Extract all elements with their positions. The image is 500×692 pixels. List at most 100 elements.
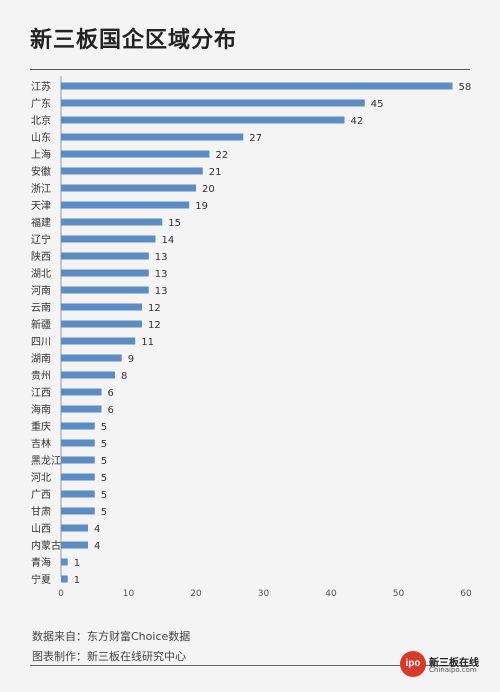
bar: [61, 456, 95, 464]
logo-name: 新三板在线: [429, 658, 479, 669]
bar: [61, 524, 88, 532]
value-label: 5: [101, 507, 107, 518]
brand-logo: ipo 新三板在线 Chinaipo.com: [400, 651, 490, 681]
bar: [61, 99, 365, 107]
value-label: 1: [74, 558, 80, 569]
category-label: 北京: [31, 114, 51, 127]
bar: [61, 354, 122, 362]
bar: [61, 269, 149, 277]
value-label: 5: [101, 422, 107, 433]
value-label: 8: [121, 371, 127, 382]
category-label: 甘肃: [31, 505, 51, 518]
value-label: 45: [371, 99, 384, 110]
value-label: 6: [108, 388, 114, 399]
footer-divider: [30, 665, 470, 666]
value-label: 6: [108, 405, 114, 416]
value-label: 9: [128, 354, 134, 365]
category-label: 黑龙江: [31, 454, 61, 467]
category-label: 陕西: [31, 250, 51, 263]
bar: [61, 388, 102, 396]
x-tick-label: 40: [325, 589, 337, 599]
value-label: 11: [141, 337, 154, 348]
category-label: 上海: [31, 148, 51, 161]
bar: [61, 405, 102, 413]
value-label: 4: [94, 541, 100, 552]
value-label: 12: [148, 320, 161, 331]
category-label: 江西: [31, 387, 51, 399]
category-label: 安徽: [31, 165, 51, 178]
bar: [61, 337, 136, 345]
bar: [61, 303, 142, 311]
category-label: 新疆: [31, 318, 51, 331]
bar: [61, 422, 95, 430]
bar: [61, 116, 345, 124]
bar: [61, 252, 149, 260]
value-label: 14: [162, 235, 175, 246]
logo-mark-icon: ipo: [400, 651, 426, 677]
bar: [61, 371, 115, 379]
value-label: 20: [202, 184, 215, 195]
x-tick-label: 60: [460, 589, 472, 599]
data-source-note: 数据来自：东方财富Choice数据: [32, 630, 191, 643]
category-label: 重庆: [31, 420, 51, 433]
bar: [61, 82, 453, 90]
bar: [61, 167, 203, 175]
category-label: 河南: [31, 284, 51, 297]
value-label: 5: [101, 439, 107, 450]
category-label: 河北: [31, 472, 51, 484]
bar: [61, 218, 163, 226]
logo-url: Chinaipo.com: [429, 666, 477, 674]
value-label: 4: [94, 524, 100, 535]
value-label: 13: [155, 269, 168, 280]
category-label: 湖南: [31, 352, 51, 365]
bar: [61, 133, 244, 141]
value-label: 12: [148, 303, 161, 314]
bar: [61, 575, 68, 583]
value-label: 15: [168, 218, 181, 229]
value-label: 5: [101, 473, 107, 484]
x-tick-label: 0: [58, 589, 64, 599]
category-label: 浙江: [31, 183, 51, 195]
category-label: 青海: [31, 556, 51, 569]
category-label: 广西: [31, 489, 51, 501]
x-tick-label: 10: [123, 589, 135, 599]
value-label: 42: [351, 116, 364, 127]
bar: [61, 541, 88, 549]
category-label: 湖北: [31, 268, 51, 280]
bar: [61, 286, 149, 294]
x-tick-label: 30: [258, 589, 270, 599]
category-label: 天津: [31, 200, 51, 212]
bar: [61, 320, 142, 328]
bar: [61, 184, 196, 192]
bar: [61, 490, 95, 498]
value-label: 27: [249, 133, 262, 144]
value-label: 22: [216, 150, 229, 161]
bar: [61, 439, 95, 447]
value-label: 58: [459, 82, 472, 93]
page-title: 新三板国企区域分布: [30, 28, 238, 53]
category-label: 福建: [31, 216, 51, 229]
value-label: 13: [155, 286, 168, 297]
category-label: 内蒙古: [31, 539, 61, 552]
category-label: 辽宁: [31, 233, 51, 246]
chart-credit-note: 图表制作：新三板在线研究中心: [32, 650, 186, 663]
category-label: 宁夏: [31, 573, 51, 586]
value-label: 1: [74, 575, 80, 586]
category-label: 贵州: [31, 369, 51, 382]
bar: [61, 150, 210, 158]
category-label: 四川: [31, 337, 51, 348]
title-divider: [30, 69, 470, 70]
bar: [61, 507, 95, 515]
x-tick-label: 50: [393, 589, 405, 599]
category-label: 广东: [31, 97, 51, 110]
value-label: 19: [195, 201, 208, 212]
category-label: 山东: [31, 131, 51, 144]
value-label: 5: [101, 456, 107, 467]
value-label: 13: [155, 252, 168, 263]
value-label: 21: [209, 167, 222, 178]
x-tick-label: 20: [190, 589, 202, 599]
bar: [61, 473, 95, 481]
category-label: 江苏: [31, 80, 51, 93]
category-label: 海南: [31, 403, 51, 416]
